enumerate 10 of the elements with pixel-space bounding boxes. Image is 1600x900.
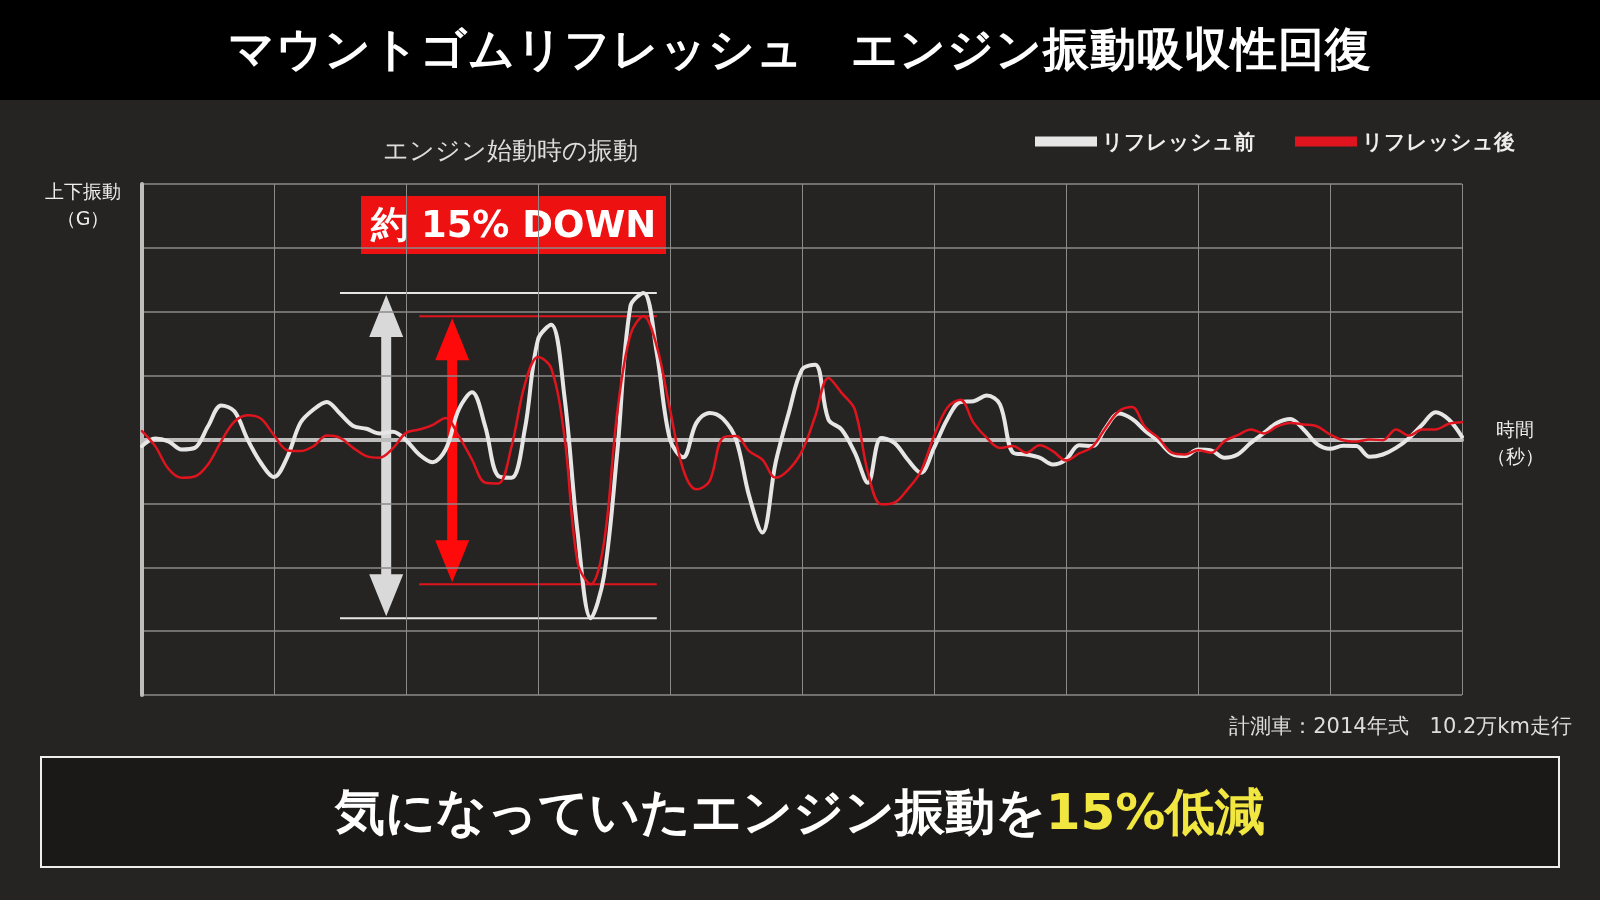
chart-title: マウントゴムリフレッシュ エンジン振動吸収性回復 xyxy=(0,0,1600,100)
legend-label: リフレッシュ後 xyxy=(1362,130,1515,153)
y-axis-title: 上下振動（G） xyxy=(44,179,122,231)
text: 15%低減 xyxy=(1045,781,1266,843)
text: 計測車：2014年式 10.2万km走行 xyxy=(1229,713,1572,740)
text: 気になっていたエンジン振動を xyxy=(334,781,1046,843)
x-axis-title: 時間（秒） xyxy=(1485,417,1545,469)
text: 約 15% DOWN xyxy=(361,196,667,254)
legend-label: リフレッシュ前 xyxy=(1102,130,1255,153)
chart-subtitle: エンジン始動時の振動 xyxy=(381,135,639,167)
